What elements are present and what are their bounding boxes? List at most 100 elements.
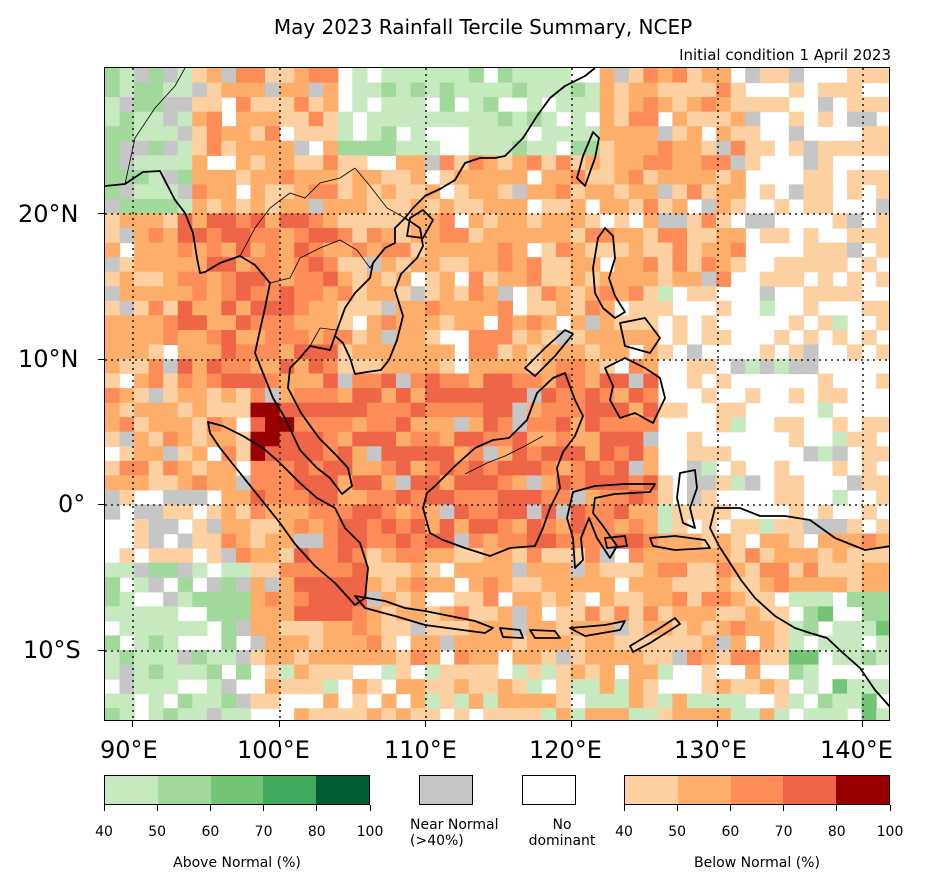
tercile-cell — [759, 271, 775, 287]
tercile-cell — [308, 329, 324, 346]
tercile-cell — [541, 388, 557, 404]
tercile-cell — [163, 155, 179, 171]
tercile-cell — [250, 504, 266, 520]
tercile-cell — [497, 155, 513, 171]
tercile-cell — [526, 562, 543, 578]
tercile-cell — [847, 228, 863, 244]
tercile-cell — [235, 664, 252, 680]
tercile-cell — [410, 402, 426, 418]
tercile-cell — [512, 519, 528, 535]
tercile-cell — [672, 548, 688, 564]
tercile-cell — [730, 693, 746, 709]
tercile-cell — [279, 446, 295, 462]
tercile-cell — [410, 169, 426, 185]
tercile-cell — [323, 446, 339, 462]
tercile-cell — [265, 577, 281, 593]
tercile-cell — [279, 242, 295, 258]
tercile-cell — [105, 489, 121, 506]
tercile-cell — [745, 126, 761, 142]
tercile-cell — [308, 359, 324, 375]
tercile-cell — [454, 286, 470, 302]
tercile-cell — [847, 271, 863, 287]
tercile-cell — [730, 708, 746, 720]
tercile-cell — [265, 344, 281, 360]
tercile-cell — [526, 402, 543, 418]
tercile-cell — [687, 228, 703, 244]
tercile-cell — [105, 664, 121, 680]
tercile-cell — [556, 679, 572, 695]
tercile-cell — [716, 329, 732, 346]
tercile-cell — [279, 111, 295, 127]
tercile-cell — [861, 111, 877, 127]
tercile-cell — [512, 402, 528, 418]
tercile-cell — [483, 446, 499, 462]
tercile-cell — [192, 519, 208, 535]
tercile-cell — [483, 388, 499, 404]
tercile-cell — [439, 228, 455, 244]
tercile-cell — [483, 664, 499, 680]
tercile-cell — [556, 184, 572, 200]
tercile-cell — [526, 635, 543, 651]
tercile-cell — [759, 650, 775, 666]
tercile-cell — [614, 679, 630, 695]
tercile-cell — [861, 97, 877, 113]
tercile-cell — [366, 140, 383, 156]
tercile-cell — [599, 664, 615, 680]
tercile-cell — [148, 388, 164, 404]
tercile-cell — [643, 388, 659, 404]
tercile-cell — [657, 169, 674, 185]
tercile-cell — [265, 242, 281, 258]
tercile-cell — [701, 257, 717, 273]
tercile-cell — [337, 359, 353, 375]
tercile-cell — [396, 577, 412, 593]
colorbar-swatch — [105, 776, 158, 804]
tercile-cell — [308, 97, 324, 113]
tercile-cell — [730, 417, 746, 433]
tercile-cell — [105, 504, 121, 520]
tercile-cell — [352, 140, 368, 156]
tercile-cell — [556, 519, 572, 535]
tercile-cell — [396, 111, 412, 127]
tercile-cell — [701, 271, 717, 287]
tercile-cell — [672, 82, 688, 98]
tercile-cell — [410, 300, 426, 316]
lat-label-equator: 0° — [58, 490, 86, 518]
tercile-cell — [483, 329, 499, 346]
tercile-cell — [206, 708, 222, 720]
tercile-cell — [759, 577, 775, 593]
tercile-cell — [759, 635, 775, 651]
tercile-cell — [468, 140, 484, 156]
tercile-cell — [672, 402, 688, 418]
tercile-cell — [134, 97, 150, 113]
tercile-cell — [483, 679, 499, 695]
tercile-cell — [250, 446, 266, 462]
tercile-cell — [308, 417, 324, 433]
tercile-cell — [134, 373, 150, 389]
tercile-cell — [570, 300, 586, 316]
tercile-cell — [221, 184, 237, 200]
tercile-cell — [396, 489, 412, 506]
tercile-cell — [425, 693, 441, 709]
tercile-cell — [221, 475, 237, 491]
tercile-cell — [628, 650, 644, 666]
tercile-cell — [599, 650, 615, 666]
tercile-cell — [541, 708, 557, 720]
tercile-cell — [235, 489, 252, 506]
tercile-cell — [221, 359, 237, 375]
tercile-cell — [730, 198, 746, 215]
tercile-cell — [657, 155, 674, 171]
tercile-cell — [439, 300, 455, 316]
tercile-cell — [774, 620, 790, 637]
tercile-cell — [352, 504, 368, 520]
tercile-cell — [119, 213, 135, 229]
near-normal-caption: Near Normal (>40%) — [410, 817, 499, 849]
tercile-cell — [148, 271, 164, 287]
tercile-cell — [265, 82, 281, 98]
tercile-cell — [497, 169, 513, 185]
tercile-cell — [337, 140, 353, 156]
tercile-cell — [337, 620, 353, 637]
colorbar-swatch — [677, 776, 731, 804]
tercile-cell — [817, 533, 834, 549]
tercile-cell — [526, 650, 543, 666]
tercile-cell — [512, 68, 528, 84]
